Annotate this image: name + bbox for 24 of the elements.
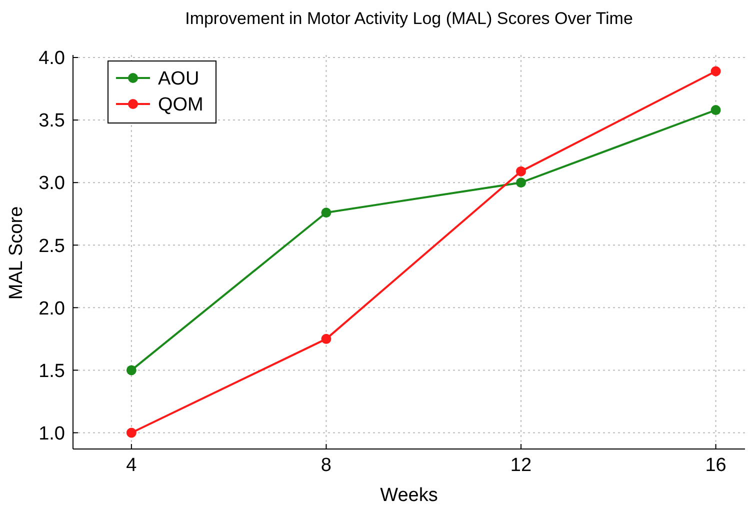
chart-title: Improvement in Motor Activity Log (MAL) Scores Over Time xyxy=(185,9,633,28)
y-tick-label: 4.0 xyxy=(38,48,65,70)
y-tick-label: 1.5 xyxy=(38,360,65,382)
x-tick-label: 12 xyxy=(510,455,532,476)
point xyxy=(710,105,721,116)
x-axis-title: Weeks xyxy=(380,485,438,506)
point xyxy=(321,334,332,344)
x-tick-label: 16 xyxy=(705,455,726,476)
x-tick-label: 8 xyxy=(320,455,332,476)
y-tick-label: 3.5 xyxy=(38,110,65,132)
point xyxy=(710,66,721,76)
y-tick-label: 2.0 xyxy=(38,298,65,320)
legend-label: QOM xyxy=(158,94,204,116)
point xyxy=(321,208,332,218)
point xyxy=(126,365,136,376)
y-tick-label: 2.5 xyxy=(38,236,65,257)
legend-label: AOU xyxy=(158,68,200,90)
y-tick-label: 1.0 xyxy=(38,423,65,444)
x-tick-label: 4 xyxy=(126,455,138,476)
point xyxy=(516,178,526,188)
point xyxy=(516,166,526,176)
point xyxy=(126,428,136,438)
y-axis-title: MAL Score xyxy=(6,206,27,300)
y-tick-label: 3.0 xyxy=(38,173,65,194)
